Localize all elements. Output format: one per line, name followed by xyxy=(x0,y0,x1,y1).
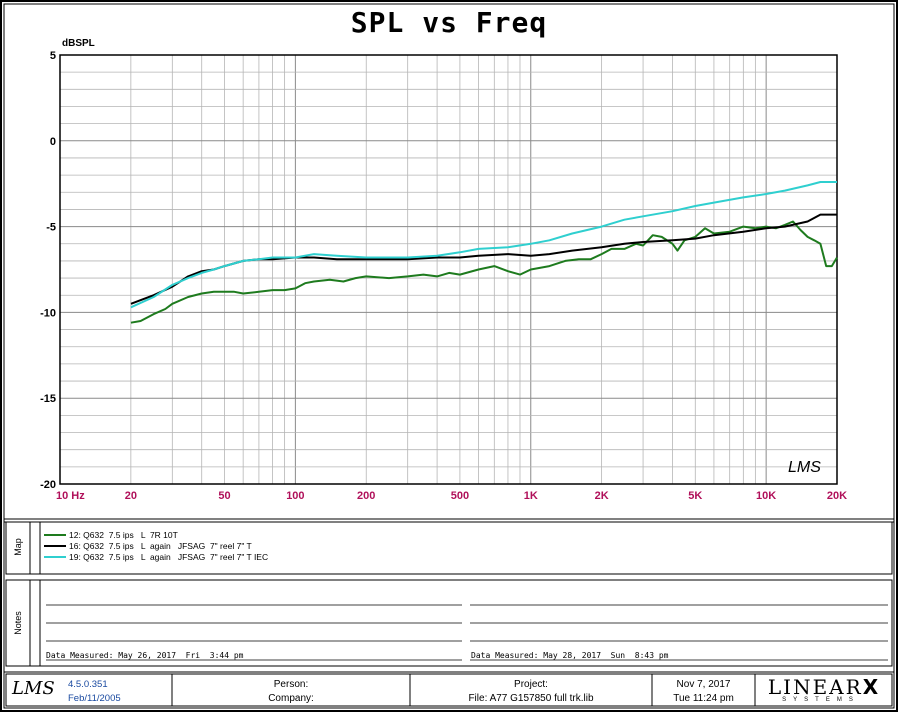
version-date: Feb/11/2005 xyxy=(68,693,121,704)
x-tick-label: 2K xyxy=(595,490,609,502)
lms-watermark: LMS xyxy=(788,459,821,476)
project-label: Project: xyxy=(514,679,548,690)
legend-label: 19: Q632 7.5 ips L again JFSAG 7" reel 7… xyxy=(69,551,269,562)
linearx-logo-x: X xyxy=(862,675,881,699)
x-tick-label: 1K xyxy=(524,490,538,502)
legend-label: 16: Q632 7.5 ips L again JFSAG 7" reel 7… xyxy=(69,540,252,551)
x-tick-label: 5K xyxy=(688,490,702,502)
x-tick-label: 10 Hz xyxy=(56,490,85,502)
legend-swatch xyxy=(44,544,66,547)
x-tick-label: 500 xyxy=(451,490,469,502)
notes-section-label: Notes xyxy=(13,611,23,635)
x-tick-label: 50 xyxy=(218,490,230,502)
y-axis-label: dBSPL xyxy=(62,38,95,49)
y-tick-label: 5 xyxy=(50,50,56,62)
x-tick-label: 20K xyxy=(827,490,847,502)
grid-lines xyxy=(60,55,837,484)
legend-swatch xyxy=(44,533,66,536)
footer-time: Tue 11:24 pm xyxy=(673,693,734,704)
legend-label: 12: Q632 7.5 ips L 7R 10T xyxy=(69,529,178,540)
linearx-logo-sub: SYSTEMS xyxy=(782,697,860,703)
plot-border xyxy=(59,54,838,485)
footer-date: Nov 7, 2017 xyxy=(676,679,731,690)
x-tick-label: 200 xyxy=(357,490,375,502)
linearx-logo: LINEARX xyxy=(758,675,890,699)
x-tick-labels: 10 Hz 20 50 100 200 500 1K 2K 5K 10K 20K xyxy=(56,490,847,502)
file-label: File: A77 G157850 full trk.lib xyxy=(468,693,594,704)
legend-swatch xyxy=(44,555,66,558)
x-tick-label: 20 xyxy=(125,490,137,502)
y-tick-label: -5 xyxy=(46,222,56,234)
y-tick-label: -10 xyxy=(40,307,56,319)
chart-title: SPL vs Freq xyxy=(350,6,548,39)
note-left: Data Measured: May 26, 2017 Fri 3:44 pm xyxy=(46,651,244,660)
y-tick-label: -20 xyxy=(40,479,56,491)
series-line-2 xyxy=(130,213,837,305)
linearx-logo-text: LINEAR xyxy=(767,675,863,699)
plot-area: 10 Hz 20 50 100 200 500 1K 2K 5K 10K 20K 50-5-10-1… xyxy=(40,50,847,502)
x-tick-label: 100 xyxy=(286,490,304,502)
x-tick-label: 10K xyxy=(756,490,776,502)
note-right: Data Measured: May 28, 2017 Sun 8:43 pm xyxy=(471,651,669,660)
lms-logo: LMS xyxy=(12,678,55,699)
y-tick-label: 0 xyxy=(50,136,56,148)
company-label: Company: xyxy=(268,693,314,704)
series-line-3 xyxy=(130,181,837,309)
y-tick-labels: 5 0 -5 -10 -15 -20 xyxy=(40,50,56,491)
legend-item[interactable]: 12: Q632 7.5 ips L 7R 10T xyxy=(44,529,178,540)
version-number: 4.5.0.351 xyxy=(68,679,108,690)
map-section-label: Map xyxy=(13,538,23,556)
legend-item[interactable]: 19: Q632 7.5 ips L again JFSAG 7" reel 7… xyxy=(44,551,268,562)
series-line-1 xyxy=(130,220,838,324)
y-tick-label: -15 xyxy=(40,393,56,405)
person-label: Person: xyxy=(273,679,309,690)
series-lines xyxy=(130,181,838,324)
legend-item[interactable]: 16: Q632 7.5 ips L again JFSAG 7" reel 7… xyxy=(44,540,252,551)
